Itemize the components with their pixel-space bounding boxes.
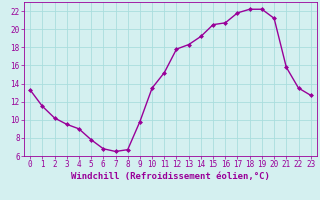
X-axis label: Windchill (Refroidissement éolien,°C): Windchill (Refroidissement éolien,°C) [71, 172, 270, 181]
